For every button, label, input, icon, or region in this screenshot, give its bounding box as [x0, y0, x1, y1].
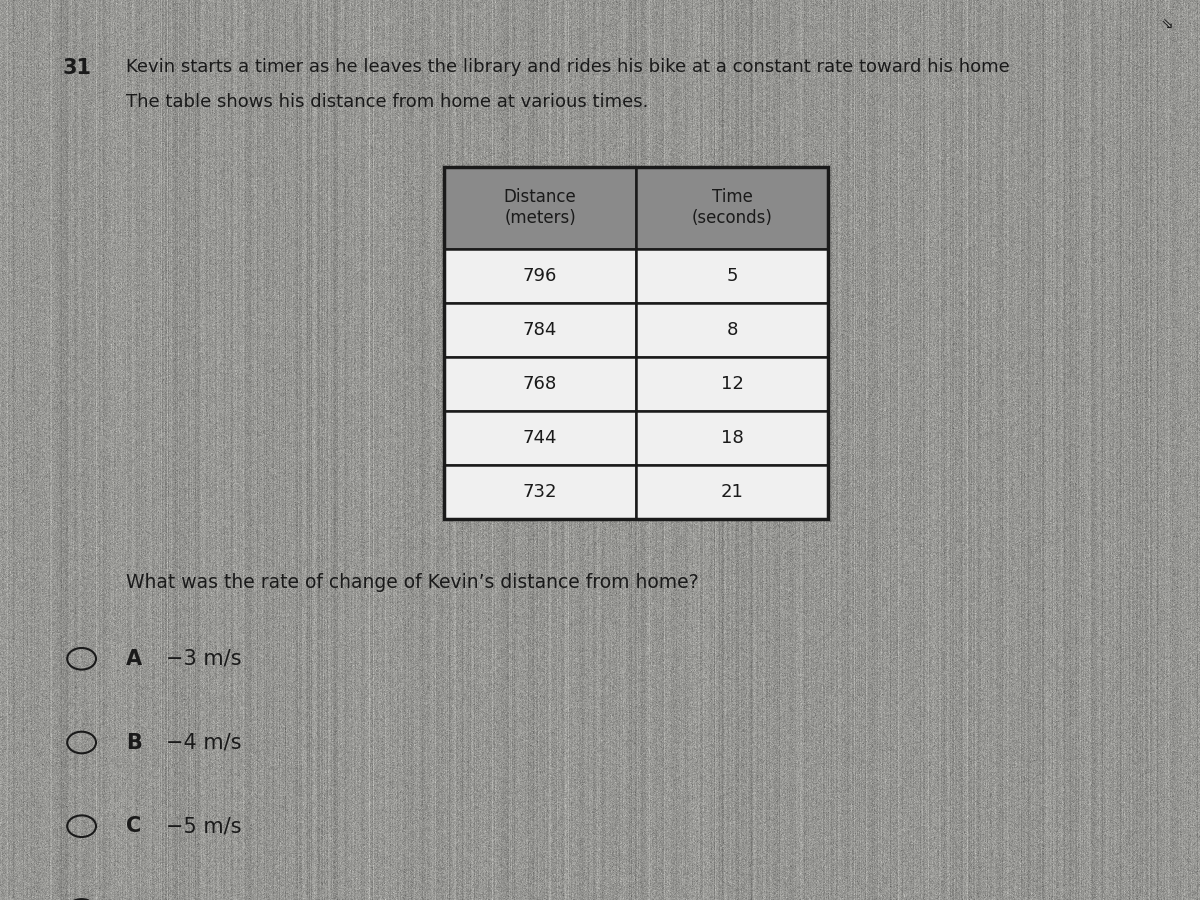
FancyBboxPatch shape — [636, 357, 828, 411]
Text: ⇘: ⇘ — [1160, 16, 1174, 32]
FancyBboxPatch shape — [636, 303, 828, 357]
Text: 784: 784 — [523, 321, 557, 339]
Text: What was the rate of change of Kevin’s distance from home?: What was the rate of change of Kevin’s d… — [126, 573, 698, 592]
Text: C: C — [126, 816, 142, 836]
Text: −5 m/s: −5 m/s — [166, 816, 241, 836]
FancyBboxPatch shape — [636, 166, 828, 249]
Text: 31: 31 — [62, 58, 91, 78]
FancyBboxPatch shape — [636, 411, 828, 465]
Text: 8: 8 — [726, 321, 738, 339]
FancyBboxPatch shape — [444, 303, 636, 357]
Text: 744: 744 — [523, 429, 557, 447]
FancyBboxPatch shape — [444, 249, 636, 303]
Text: B: B — [126, 733, 142, 752]
Text: 732: 732 — [523, 483, 557, 501]
Text: 21: 21 — [720, 483, 744, 501]
FancyBboxPatch shape — [444, 166, 636, 249]
Text: Kevin starts a timer as he leaves the library and rides his bike at a constant r: Kevin starts a timer as he leaves the li… — [126, 58, 1009, 76]
Text: −4 m/s: −4 m/s — [166, 733, 241, 752]
FancyBboxPatch shape — [636, 465, 828, 519]
Text: The table shows his distance from home at various times.: The table shows his distance from home a… — [126, 93, 648, 111]
Text: 18: 18 — [721, 429, 743, 447]
Text: 5: 5 — [726, 267, 738, 285]
FancyBboxPatch shape — [444, 411, 636, 465]
FancyBboxPatch shape — [444, 465, 636, 519]
Text: A: A — [126, 649, 142, 669]
Text: 796: 796 — [523, 267, 557, 285]
FancyBboxPatch shape — [444, 357, 636, 411]
Text: Time
(seconds): Time (seconds) — [691, 188, 773, 228]
Text: 768: 768 — [523, 375, 557, 393]
Text: Distance
(meters): Distance (meters) — [504, 188, 576, 228]
Text: 12: 12 — [720, 375, 744, 393]
Text: −3 m/s: −3 m/s — [166, 649, 241, 669]
FancyBboxPatch shape — [636, 249, 828, 303]
